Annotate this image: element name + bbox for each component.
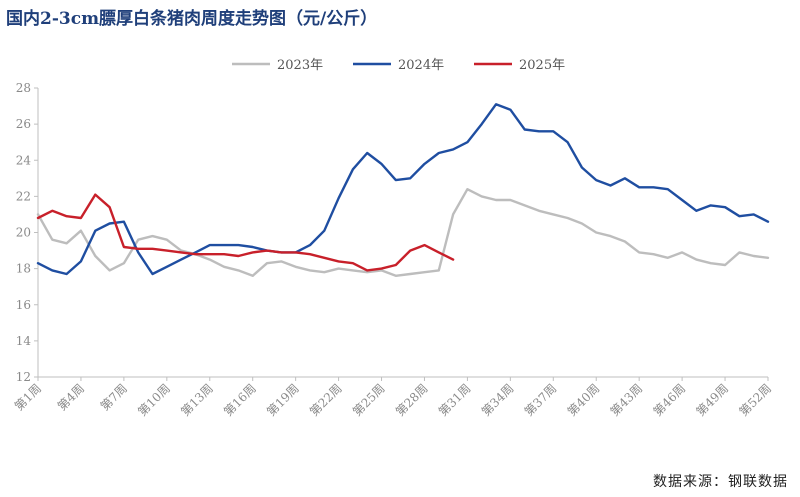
series-line-2023年 bbox=[36, 187, 770, 277]
y-tick-label: 20 bbox=[16, 226, 31, 240]
series-line-2024年 bbox=[36, 103, 770, 276]
legend-label: 2025年 bbox=[519, 58, 565, 73]
legend-label: 2024年 bbox=[398, 58, 444, 73]
x-tick-label: 第46周 bbox=[651, 381, 689, 419]
y-tick-label: 18 bbox=[16, 262, 31, 276]
x-tick-label: 第1周 bbox=[12, 381, 44, 413]
y-tick-label: 16 bbox=[16, 298, 31, 312]
x-tick-label: 第22周 bbox=[307, 381, 345, 419]
legend-label: 2023年 bbox=[277, 58, 323, 73]
series-layer bbox=[36, 103, 770, 277]
x-tick-label: 第4周 bbox=[55, 381, 87, 413]
x-tick-label: 第52周 bbox=[736, 381, 774, 419]
x-tick-label: 第25周 bbox=[350, 381, 388, 419]
x-tick-label: 第13周 bbox=[178, 381, 216, 419]
chart-title: 国内2-3cm膘厚白条猪肉周度走势图（元/公斤） bbox=[6, 9, 378, 29]
y-tick-label: 12 bbox=[16, 370, 31, 384]
y-tick-label: 24 bbox=[16, 153, 32, 167]
x-tick-label: 第19周 bbox=[264, 381, 302, 419]
data-source: 数据来源：钢联数据 bbox=[653, 474, 788, 490]
y-tick-label: 22 bbox=[16, 189, 31, 203]
x-tick-label: 第16周 bbox=[221, 381, 259, 419]
x-tick-label: 第37周 bbox=[522, 381, 560, 419]
x-tick-label: 第40周 bbox=[565, 381, 603, 419]
x-tick-label: 第34周 bbox=[479, 381, 517, 419]
x-tick-label: 第28周 bbox=[393, 381, 431, 419]
y-tick-label: 14 bbox=[16, 334, 32, 348]
x-tick-label: 第49周 bbox=[694, 381, 732, 419]
x-tick-label: 第10周 bbox=[135, 381, 173, 419]
y-tick-label: 28 bbox=[16, 81, 31, 95]
series-line-2025年 bbox=[36, 193, 455, 272]
legend: 2023年 2024年 2025年 bbox=[232, 58, 565, 73]
x-tick-label: 第31周 bbox=[436, 381, 474, 419]
axes: 121416182022242628第1周 第4周 第7周 第10周 第13周 第16周第… bbox=[12, 81, 774, 419]
x-tick-label: 第43周 bbox=[608, 381, 646, 419]
y-tick-label: 26 bbox=[16, 117, 31, 131]
x-tick-label: 第7周 bbox=[98, 381, 130, 413]
